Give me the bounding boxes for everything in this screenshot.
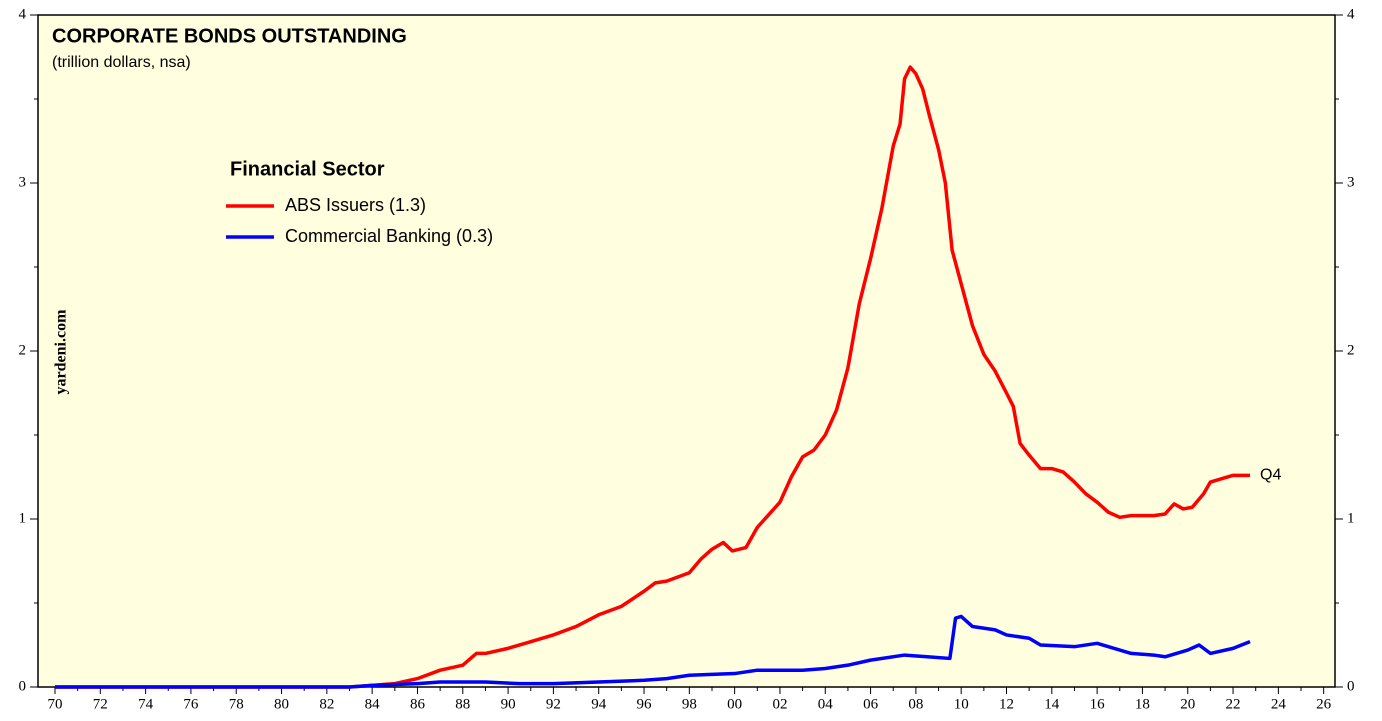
x-tick-label: 22 <box>1226 696 1241 712</box>
x-tick-label: 74 <box>138 696 154 712</box>
x-tick-label: 26 <box>1316 696 1332 712</box>
y-tick-label: 2 <box>19 342 27 358</box>
x-tick-label: 72 <box>93 696 108 712</box>
x-tick-label: 24 <box>1271 696 1287 712</box>
y-tick-label: 0 <box>19 678 27 694</box>
x-tick-label: 98 <box>682 696 697 712</box>
x-tick-label: 70 <box>47 696 62 712</box>
x-tick-label: 02 <box>772 696 787 712</box>
x-tick-label: 76 <box>183 696 199 712</box>
x-tick-label: 86 <box>410 696 426 712</box>
legend-title: Financial Sector <box>230 158 385 180</box>
y-tick-label: 1 <box>1347 510 1355 526</box>
watermark: yardeni.com <box>53 309 70 395</box>
chart-subtitle: (trillion dollars, nsa) <box>52 54 191 71</box>
x-tick-label: 88 <box>455 696 470 712</box>
y-tick-label: 4 <box>19 6 27 22</box>
y-tick-label: 3 <box>1347 174 1355 190</box>
y-tick-label: 3 <box>19 174 27 190</box>
y-tick-label: 0 <box>1347 678 1355 694</box>
chart-title: CORPORATE BONDS OUTSTANDING <box>52 25 407 47</box>
x-tick-label: 12 <box>999 696 1014 712</box>
x-tick-label: 92 <box>546 696 561 712</box>
x-tick-label: 14 <box>1044 696 1060 712</box>
legend-label: ABS Issuers (1.3) <box>285 195 426 215</box>
legend-label: Commercial Banking (0.3) <box>285 226 493 246</box>
x-tick-label: 94 <box>591 696 607 712</box>
x-tick-label: 04 <box>818 696 834 712</box>
y-tick-label: 1 <box>19 510 27 526</box>
annotation: Q4 <box>1260 467 1281 484</box>
x-tick-label: 90 <box>501 696 516 712</box>
x-tick-label: 96 <box>637 696 653 712</box>
x-tick-label: 06 <box>863 696 879 712</box>
x-tick-label: 20 <box>1180 696 1195 712</box>
series-line <box>54 65 1251 689</box>
series-line <box>54 614 1251 689</box>
x-tick-label: 80 <box>274 696 289 712</box>
y-tick-label: 4 <box>1347 6 1355 22</box>
x-tick-label: 82 <box>319 696 334 712</box>
x-tick-label: 18 <box>1135 696 1150 712</box>
x-tick-label: 00 <box>727 696 742 712</box>
x-tick-label: 10 <box>954 696 969 712</box>
x-tick-label: 84 <box>365 696 381 712</box>
x-tick-label: 16 <box>1090 696 1106 712</box>
y-tick-label: 2 <box>1347 342 1355 358</box>
plot-area <box>37 14 1336 688</box>
x-tick-label: 08 <box>908 696 923 712</box>
x-tick-label: 78 <box>229 696 244 712</box>
